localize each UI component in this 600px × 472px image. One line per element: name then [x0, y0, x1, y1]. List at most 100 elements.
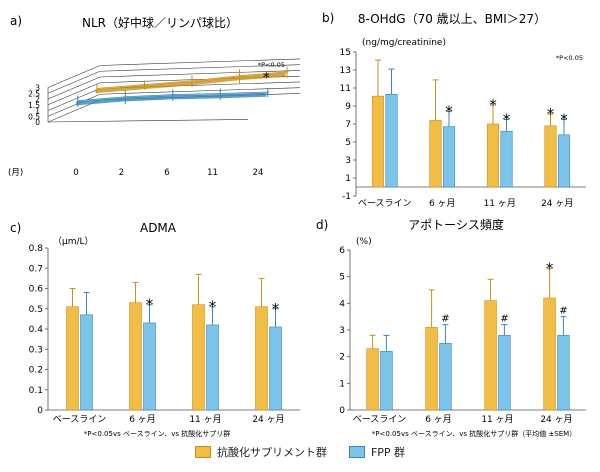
y-tick-label: 15	[340, 48, 351, 58]
significance-marker: #	[441, 314, 449, 325]
footnote: *P<0.05vs ベースライン、vs 抗酸化サプリ群	[84, 429, 230, 438]
y-tick-label: 2	[339, 353, 345, 363]
bar-fpp	[557, 134, 571, 188]
y-tick-label: 0.3	[29, 345, 43, 355]
legend-label-fpp: FPP 群	[370, 446, 406, 459]
y-tick-label: 0.7	[29, 264, 43, 274]
x-tick-label: 6 ヶ月	[429, 198, 456, 209]
x-tick-label: ベースライン	[353, 414, 407, 425]
bar-supplement	[543, 297, 556, 411]
panel-label: d)	[316, 218, 328, 232]
x-tick-label: 11 ヶ月	[189, 414, 221, 425]
ribbon-front-fpp	[76, 93, 267, 106]
chart-title: アポトーシス頻度	[408, 217, 504, 232]
legend-swatch-supplement	[194, 446, 211, 458]
y-tick-label: 0.8	[29, 244, 44, 254]
y-tick-label: 1.5	[28, 101, 40, 110]
bar-supplement	[429, 120, 442, 188]
chart-title: 8-OHdG（70 歳以上、BMI＞27）	[358, 12, 546, 26]
x-tick-label: ベースライン	[53, 414, 107, 425]
bar-fpp	[498, 335, 511, 411]
y-tick-label: 2	[35, 95, 40, 104]
grid-depth-line	[47, 76, 101, 100]
x-tick-label: 6	[164, 168, 169, 178]
x-tick-label: 11 ヶ月	[481, 414, 513, 425]
bar-fpp	[269, 326, 282, 411]
grid-line	[99, 64, 301, 72]
legend-item-fpp: FPP 群	[348, 444, 406, 460]
legend-item-supplement: 抗酸化サプリメント群	[194, 444, 327, 460]
significance-marker: *	[489, 96, 497, 114]
x-tick-label: 24 ヶ月	[540, 414, 572, 425]
y-tick-label: 13	[340, 66, 351, 76]
y-tick-label: 0.5	[28, 112, 40, 121]
bar-fpp	[557, 335, 570, 411]
panel-label: a)	[10, 14, 22, 28]
bar-supplement	[544, 125, 557, 188]
significance-marker: *	[146, 296, 154, 314]
y-tick-label: 1	[35, 107, 40, 116]
y-tick-label: 11	[340, 84, 351, 94]
chart-b: b) 8-OHdG（70 歳以上、BMI＞27） (ng/mg/creatinine…	[322, 11, 586, 209]
y-tick-label: 0.1	[29, 386, 43, 396]
y-tick-label: 9	[345, 102, 351, 112]
bar-fpp	[143, 322, 156, 411]
bar-supplement	[192, 304, 205, 411]
y-tick-label: 1	[339, 379, 345, 389]
y-tick-label: -1	[342, 192, 351, 202]
significance-marker: *	[272, 300, 280, 318]
bar-supplement	[366, 348, 379, 411]
bar-fpp	[439, 343, 452, 411]
y-tick-label: 6	[339, 246, 345, 256]
x-tick-label: ベースライン	[358, 198, 412, 209]
significance-marker: #	[500, 314, 508, 325]
y-tick-label: 5	[339, 273, 345, 283]
significance-marker: #	[559, 306, 567, 317]
y-tick-label: 7	[345, 120, 351, 130]
chart-c: c) ADMA （μm/L） *P<0.05vs ベースライン、vs 抗酸化サプリ群 0…	[10, 221, 300, 438]
significance-note: *P<0.05	[258, 61, 285, 69]
x-axis	[47, 119, 249, 123]
significance-marker: *	[547, 105, 555, 123]
grid-depth-line	[47, 82, 101, 106]
x-tick-label: 6 ヶ月	[129, 414, 156, 425]
legend-label-supplement: 抗酸化サプリメント群	[216, 446, 327, 459]
x-tick-label: 11	[207, 168, 218, 178]
bar-fpp	[206, 324, 219, 411]
y-tick-label: 3	[35, 84, 40, 93]
significance-marker: *	[503, 111, 511, 129]
y-tick-label: 1	[345, 174, 351, 184]
x-axis-label: (月)	[8, 168, 23, 178]
y-tick-label: 3	[345, 156, 351, 166]
grid-depth-line	[47, 88, 101, 111]
chart-d: d) アポトーシス頻度 (%) *P<0.05vs ベースライン、vs 抗酸化サプリ群…	[316, 217, 586, 438]
bar-fpp	[80, 314, 93, 411]
bar-fpp	[500, 130, 513, 188]
y-tick-label: 0.2	[29, 366, 43, 376]
bar-fpp	[442, 126, 456, 188]
x-tick-label: 6 ヶ月	[425, 414, 452, 425]
y-tick-label: 0	[35, 118, 40, 127]
x-tick-label: 11 ヶ月	[484, 198, 516, 209]
grid-depth-line	[47, 93, 101, 117]
significance-marker: *	[560, 111, 568, 129]
legend-swatch-fpp	[348, 446, 365, 458]
significance-marker: *	[445, 102, 453, 120]
grid-depth-line	[47, 70, 101, 94]
y-tick-label: 0.4	[29, 325, 44, 335]
y-tick-label: 5	[345, 138, 351, 148]
grid-depth-line	[47, 65, 101, 88]
y-tick-label: 0	[37, 406, 43, 416]
footnote: *P<0.05vs ベースライン、vs 抗酸化サプリ群（平均値 ±SEM）	[372, 429, 576, 438]
bar-supplement	[255, 306, 268, 411]
significance-marker: *	[263, 71, 270, 87]
chart-title: ADMA	[140, 221, 177, 235]
significance-marker: *	[209, 298, 217, 316]
y-axis-label: （μm/L）	[53, 236, 94, 247]
bar-supplement	[484, 300, 497, 411]
y-tick-label: 4	[339, 299, 345, 309]
legend: 抗酸化サプリメント群 FPP 群	[0, 440, 600, 464]
